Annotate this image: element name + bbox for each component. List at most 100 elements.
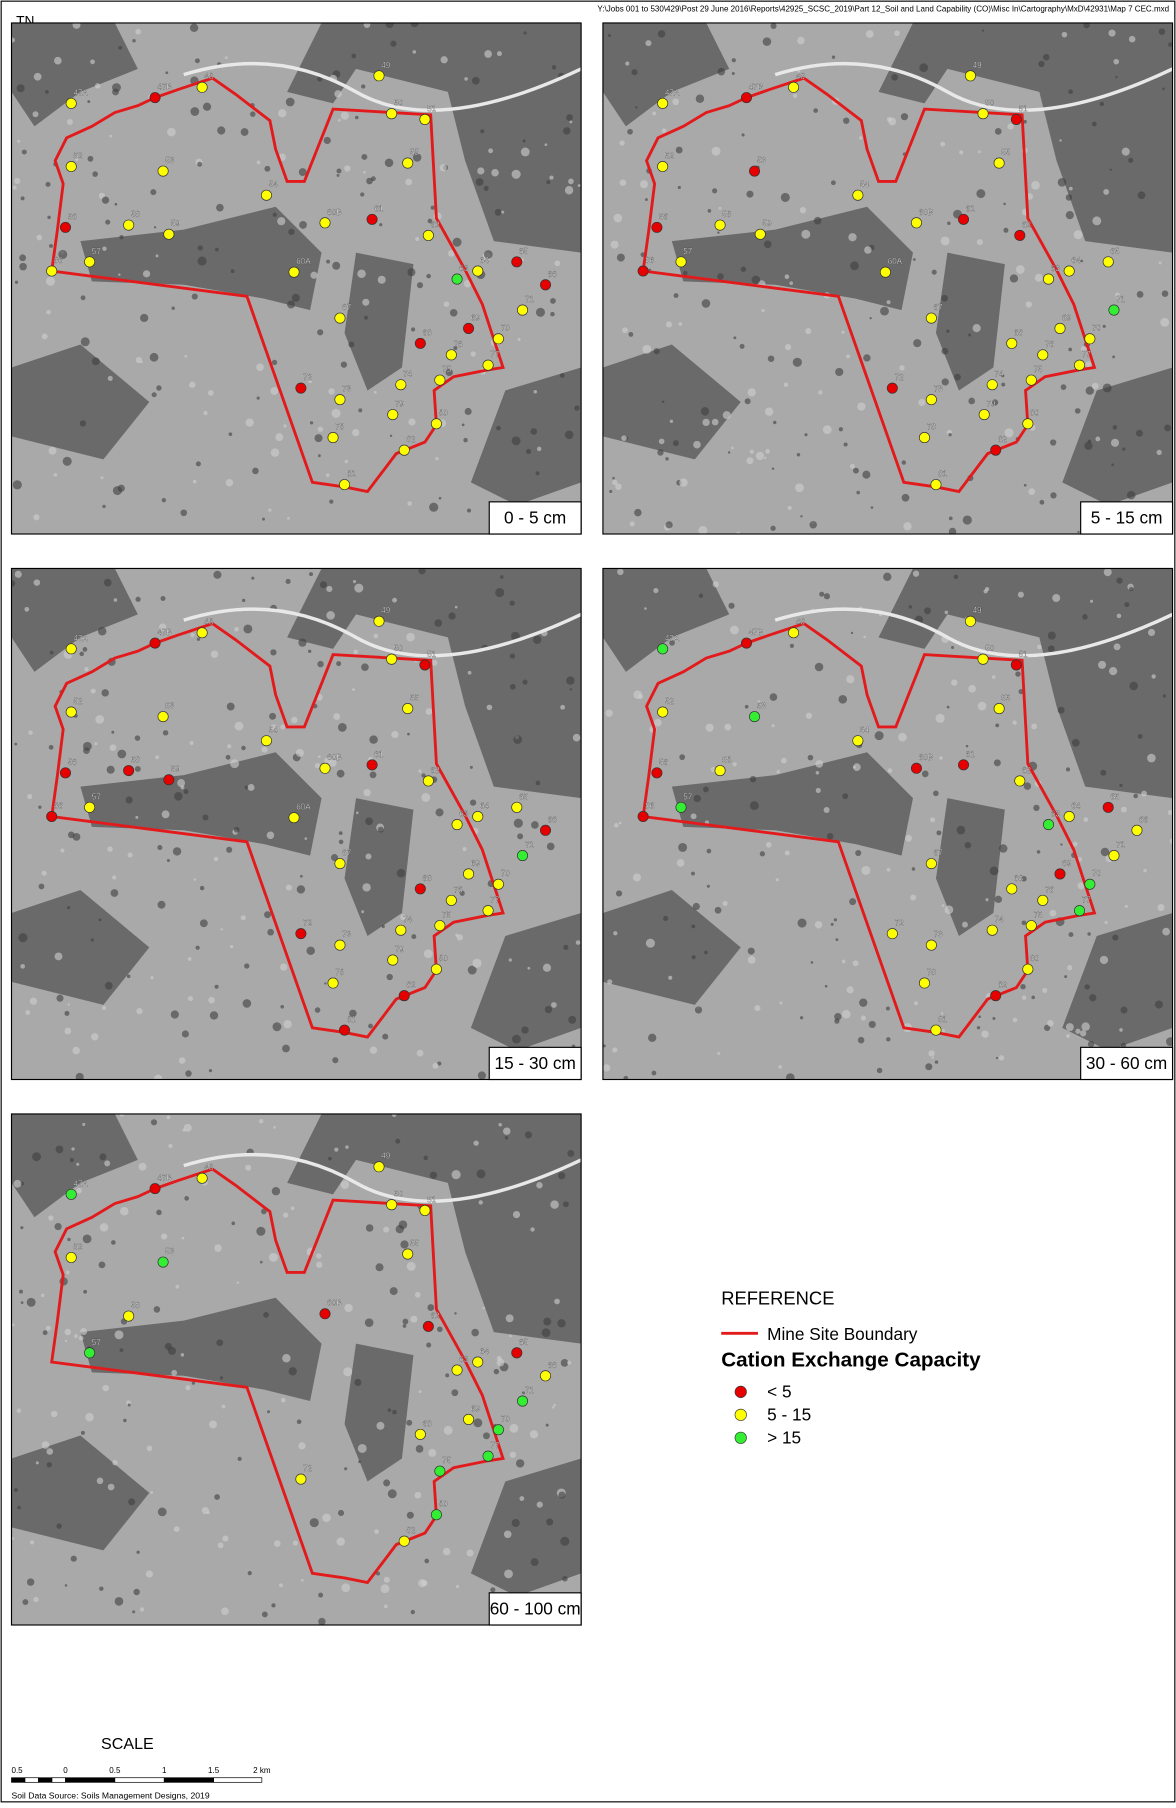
texture — [267, 832, 275, 840]
texture — [1066, 1034, 1070, 1038]
texture — [527, 967, 530, 970]
texture — [17, 1506, 21, 1510]
site-label: 82 — [407, 981, 416, 990]
texture — [846, 675, 854, 683]
texture — [1048, 632, 1056, 640]
texture — [560, 373, 565, 378]
texture — [426, 274, 431, 279]
texture — [1105, 921, 1108, 924]
texture — [358, 1444, 367, 1453]
texture — [20, 1226, 23, 1229]
site-label: 69 — [471, 859, 480, 868]
texture — [819, 592, 824, 597]
texture — [530, 428, 537, 435]
texture — [348, 342, 354, 348]
texture — [919, 63, 928, 72]
sample-site — [483, 906, 493, 916]
texture — [353, 650, 358, 655]
sample-site — [657, 161, 667, 171]
site-label: 59 — [763, 219, 772, 228]
site-label: 76 — [454, 340, 463, 349]
texture — [1092, 216, 1101, 225]
texture — [143, 270, 150, 277]
texture — [66, 1271, 70, 1275]
site-label: 64 — [480, 801, 489, 810]
texture — [450, 309, 458, 317]
site-label: 62 — [431, 1311, 440, 1320]
texture — [654, 348, 660, 354]
site-label: 68 — [423, 1419, 432, 1428]
sample-site — [1015, 776, 1025, 786]
texture — [692, 955, 696, 959]
sample-site — [958, 214, 968, 224]
texture — [182, 1129, 185, 1132]
sample-site — [931, 479, 941, 489]
texture — [316, 1262, 322, 1268]
texture — [365, 817, 373, 825]
texture — [815, 760, 823, 768]
texture — [80, 420, 86, 426]
texture — [36, 1461, 39, 1464]
legend-heading: Cation Exchange Capacity — [721, 1349, 981, 1372]
texture — [748, 956, 756, 964]
texture — [941, 348, 948, 355]
texture — [1129, 587, 1133, 591]
texture — [524, 31, 527, 34]
texture — [620, 179, 627, 186]
texture — [195, 58, 200, 63]
site-label: 53 — [757, 702, 766, 711]
texture — [15, 281, 18, 284]
site-label: 60B — [327, 208, 341, 217]
sample-site — [979, 409, 989, 419]
texture — [283, 1020, 291, 1028]
texture — [930, 817, 935, 822]
site-label: 79 — [395, 945, 404, 954]
site-label: 69 — [1062, 313, 1071, 322]
sample-site — [66, 1252, 76, 1262]
scale-segment — [164, 1778, 213, 1783]
texture — [627, 129, 633, 135]
texture — [210, 1011, 218, 1019]
sample-site — [965, 71, 975, 81]
texture — [339, 831, 343, 835]
texture — [292, 294, 300, 302]
texture — [229, 432, 233, 436]
texture — [14, 743, 17, 746]
texture — [741, 267, 746, 272]
texture — [1022, 996, 1026, 1000]
texture — [793, 358, 802, 367]
texture — [674, 293, 679, 298]
texture — [90, 59, 95, 64]
texture — [504, 1569, 513, 1578]
texture — [54, 473, 58, 477]
site-label: 80 — [1030, 409, 1039, 418]
sample-site — [388, 955, 398, 965]
texture — [750, 450, 754, 454]
sample-site — [84, 257, 94, 267]
sample-site — [374, 616, 384, 626]
texture — [1095, 437, 1100, 442]
texture — [412, 50, 416, 54]
texture — [724, 724, 731, 731]
sample-site — [517, 1396, 527, 1406]
texture — [180, 509, 187, 516]
site-label: 70 — [1092, 324, 1101, 333]
texture — [140, 314, 148, 322]
texture — [375, 1263, 383, 1271]
texture — [645, 40, 651, 46]
sample-site — [1043, 819, 1053, 829]
texture — [648, 1034, 656, 1042]
site-label: 80 — [439, 409, 448, 418]
texture — [102, 1385, 109, 1392]
scale-label: 1 — [162, 1766, 167, 1775]
texture — [88, 156, 94, 162]
texture — [1103, 383, 1112, 392]
texture — [605, 709, 612, 716]
texture — [745, 705, 749, 709]
texture — [628, 332, 633, 337]
texture — [280, 724, 285, 729]
texture — [797, 37, 805, 45]
texture — [509, 600, 514, 605]
texture — [71, 1556, 77, 1562]
texture — [766, 842, 772, 848]
